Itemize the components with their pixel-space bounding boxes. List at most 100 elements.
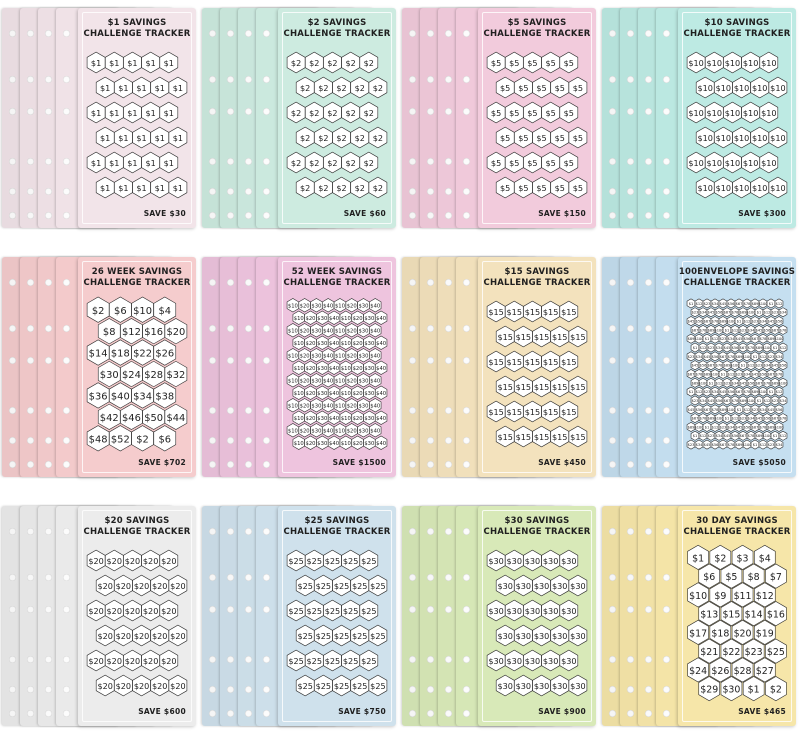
- savings-hexagon[interactable]: $10: [750, 76, 770, 99]
- savings-hexagon[interactable]: $1: [159, 151, 179, 174]
- savings-hexagon[interactable]: $23: [770, 395, 780, 406]
- savings-hexagon[interactable]: $40: [369, 373, 382, 388]
- savings-hexagon[interactable]: $34: [778, 395, 788, 406]
- savings-hexagon[interactable]: $20: [86, 649, 106, 672]
- savings-hexagon[interactable]: $12: [698, 430, 708, 441]
- savings-hexagon[interactable]: $15: [486, 350, 506, 373]
- savings-hexagon[interactable]: $30: [310, 398, 323, 413]
- savings-hexagon[interactable]: $2: [341, 151, 360, 174]
- savings-hexagon[interactable]: $23: [750, 404, 760, 415]
- savings-hexagon[interactable]: $16: [142, 318, 165, 345]
- savings-hexagon[interactable]: $23: [686, 439, 696, 450]
- savings-hexagon[interactable]: $5: [504, 51, 524, 74]
- savings-hexagon[interactable]: $2: [314, 76, 333, 99]
- savings-hexagon[interactable]: $56: [742, 422, 752, 432]
- savings-hexagon[interactable]: $30: [363, 410, 376, 425]
- savings-hexagon[interactable]: $5: [532, 126, 551, 149]
- savings-hexagon[interactable]: $67: [770, 413, 780, 424]
- savings-hexagon[interactable]: $12: [758, 439, 768, 450]
- savings-hexagon[interactable]: $45: [734, 333, 744, 344]
- savings-hexagon[interactable]: $21: [698, 638, 721, 664]
- savings-hexagon[interactable]: $20: [114, 624, 133, 647]
- savings-hexagon[interactable]: $78: [742, 386, 752, 397]
- savings-hexagon[interactable]: $6: [698, 563, 721, 589]
- savings-hexagon[interactable]: $67: [770, 324, 780, 335]
- savings-hexagon[interactable]: $25: [323, 599, 342, 622]
- savings-hexagon[interactable]: $10: [686, 101, 706, 124]
- savings-hexagon[interactable]: $15: [495, 425, 515, 448]
- savings-hexagon[interactable]: $20: [132, 574, 151, 597]
- savings-hexagon[interactable]: $25: [332, 574, 351, 597]
- savings-hexagon[interactable]: $78: [778, 324, 788, 335]
- savings-hexagon[interactable]: $44: [164, 403, 188, 430]
- savings-hexagon[interactable]: $67: [690, 324, 700, 335]
- savings-hexagon[interactable]: $10: [741, 151, 760, 174]
- savings-hexagon[interactable]: $29: [698, 676, 721, 702]
- savings-hexagon[interactable]: $10: [292, 360, 305, 375]
- savings-hexagon[interactable]: $40: [327, 385, 341, 400]
- savings-hexagon[interactable]: $36: [86, 382, 110, 409]
- savings-hexagon[interactable]: $25: [368, 674, 388, 697]
- savings-hexagon[interactable]: $1: [738, 360, 748, 371]
- savings-hexagon[interactable]: $23: [702, 298, 712, 309]
- savings-hexagon[interactable]: $20: [304, 435, 317, 450]
- savings-hexagon[interactable]: $56: [714, 395, 724, 406]
- savings-hexagon[interactable]: $45: [690, 360, 700, 371]
- savings-hexagon[interactable]: $2: [314, 176, 333, 199]
- savings-hexagon[interactable]: $25: [314, 624, 333, 647]
- savings-hexagon[interactable]: $14: [86, 339, 110, 366]
- savings-hexagon[interactable]: $30: [316, 310, 329, 325]
- savings-hexagon[interactable]: $30: [550, 674, 570, 697]
- savings-hexagon[interactable]: $10: [333, 348, 347, 363]
- savings-hexagon[interactable]: $45: [686, 316, 696, 326]
- savings-hexagon[interactable]: $20: [304, 335, 317, 350]
- savings-hexagon[interactable]: $25: [286, 549, 306, 572]
- savings-hexagon[interactable]: $40: [369, 298, 382, 313]
- savings-hexagon[interactable]: $30: [316, 435, 329, 450]
- savings-hexagon[interactable]: $78: [726, 351, 736, 362]
- savings-hexagon[interactable]: $40: [375, 310, 388, 325]
- savings-hexagon[interactable]: $23: [754, 360, 764, 371]
- savings-hexagon[interactable]: $20: [345, 298, 358, 313]
- savings-hexagon[interactable]: $20: [132, 624, 151, 647]
- savings-hexagon[interactable]: $20: [298, 348, 311, 363]
- savings-hexagon[interactable]: $15: [541, 400, 560, 423]
- savings-hexagon[interactable]: $23: [686, 351, 696, 362]
- savings-hexagon[interactable]: $78: [710, 316, 720, 326]
- savings-hexagon[interactable]: $1: [132, 126, 151, 149]
- savings-hexagon[interactable]: $45: [702, 439, 712, 450]
- savings-hexagon[interactable]: $40: [375, 360, 388, 375]
- savings-hexagon[interactable]: $10: [714, 176, 733, 199]
- savings-hexagon[interactable]: $2: [131, 425, 154, 452]
- savings-hexagon[interactable]: $5: [514, 126, 533, 149]
- savings-hexagon[interactable]: $23: [706, 342, 716, 353]
- savings-hexagon[interactable]: $25: [332, 674, 351, 697]
- savings-hexagon[interactable]: $23: [690, 395, 700, 406]
- savings-hexagon[interactable]: $20: [104, 649, 124, 672]
- savings-hexagon[interactable]: $30: [486, 549, 506, 572]
- savings-hexagon[interactable]: $1: [132, 176, 151, 199]
- savings-hexagon[interactable]: $67: [734, 298, 744, 309]
- savings-hexagon[interactable]: $30: [357, 373, 370, 388]
- savings-hexagon[interactable]: $34: [758, 404, 768, 415]
- savings-hexagon[interactable]: $56: [778, 360, 788, 371]
- savings-hexagon[interactable]: $56: [742, 333, 752, 344]
- savings-hexagon[interactable]: $67: [738, 430, 748, 441]
- savings-hexagon[interactable]: $10: [750, 176, 770, 199]
- savings-hexagon[interactable]: $12: [758, 351, 768, 362]
- savings-hexagon[interactable]: $20: [150, 624, 170, 647]
- savings-hexagon[interactable]: $25: [323, 549, 342, 572]
- savings-hexagon[interactable]: $5: [523, 151, 542, 174]
- savings-hexagon[interactable]: $10: [286, 423, 300, 438]
- savings-hexagon[interactable]: $5: [559, 151, 579, 174]
- savings-hexagon[interactable]: $15: [568, 375, 588, 398]
- savings-hexagon[interactable]: $20: [298, 373, 311, 388]
- savings-hexagon[interactable]: $1: [734, 316, 744, 326]
- savings-hexagon[interactable]: $56: [746, 377, 756, 388]
- savings-hexagon[interactable]: $40: [322, 398, 335, 413]
- savings-hexagon[interactable]: $45: [718, 386, 728, 397]
- savings-hexagon[interactable]: $5: [532, 76, 551, 99]
- savings-hexagon[interactable]: $1: [123, 151, 142, 174]
- savings-hexagon[interactable]: $78: [714, 360, 724, 371]
- savings-hexagon[interactable]: $1: [104, 101, 124, 124]
